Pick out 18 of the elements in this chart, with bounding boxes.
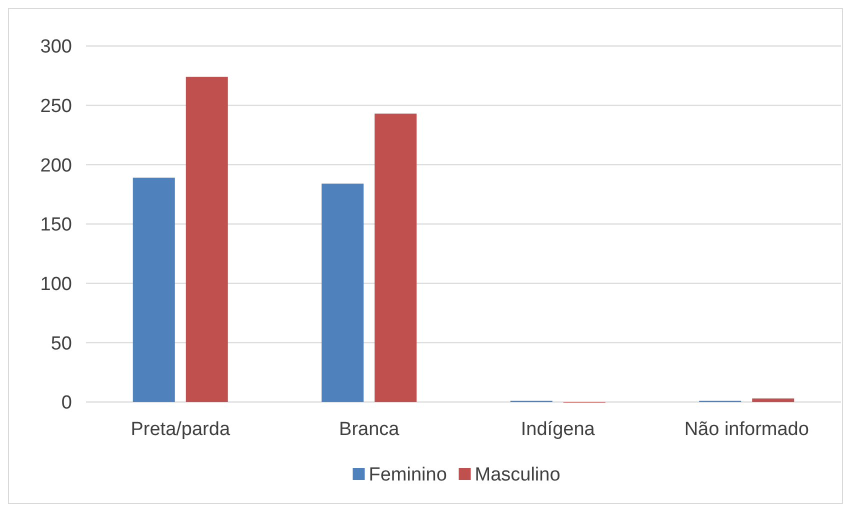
bar [322, 184, 364, 402]
x-tick-label: Indígena [520, 419, 596, 440]
bar [374, 114, 417, 402]
y-tick-label: 50 [50, 333, 72, 354]
bar [132, 178, 175, 402]
x-tick-label: Preta/parda [130, 419, 230, 440]
y-tick-label: 0 [61, 392, 72, 414]
x-tick-label: Não informado [684, 419, 809, 440]
bar [186, 76, 228, 402]
y-tick-label: 100 [40, 274, 72, 295]
y-tick-label: 150 [40, 214, 72, 236]
legend-label: Feminino [368, 464, 447, 486]
bar [752, 398, 794, 402]
x-tick-label: Branca [339, 419, 400, 440]
y-tick-label: 300 [40, 36, 72, 58]
legend-label: Masculino [474, 464, 560, 486]
y-tick-label: 250 [40, 96, 72, 117]
y-tick-label: 200 [40, 155, 72, 176]
